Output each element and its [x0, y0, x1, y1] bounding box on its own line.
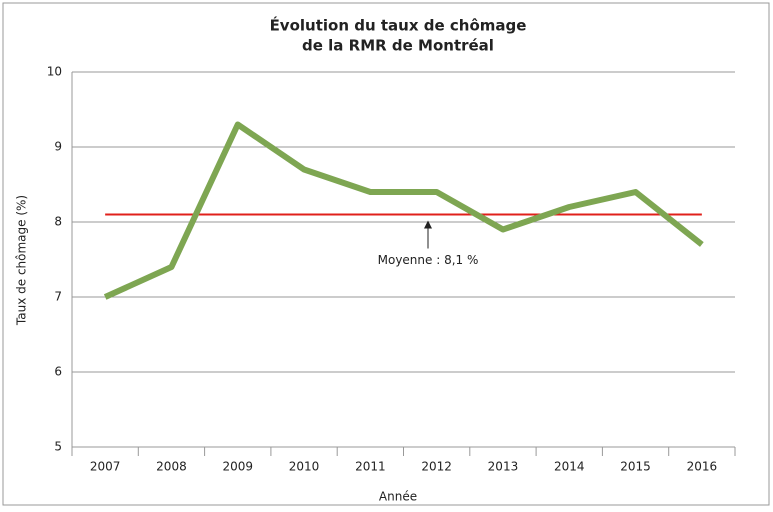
- x-tick-label: 2009: [222, 460, 253, 474]
- y-tick-label: 10: [47, 65, 62, 79]
- x-tick-label: 2007: [90, 460, 121, 474]
- x-tick-label: 2015: [620, 460, 651, 474]
- y-tick-label: 8: [54, 215, 62, 229]
- x-tick-label: 2016: [687, 460, 718, 474]
- x-axis-label: Année: [379, 490, 417, 504]
- frame: [2, 2, 770, 506]
- chart-title: Évolution du taux de chômage: [270, 16, 527, 35]
- chart-title: de la RMR de Montréal: [302, 37, 494, 55]
- y-tick-label: 6: [54, 365, 62, 379]
- x-tick-label: 2012: [421, 460, 452, 474]
- x-tick-label: 2010: [289, 460, 320, 474]
- annotation: Moyenne : 8,1 %: [378, 253, 479, 267]
- y-tick-label: 9: [54, 140, 62, 154]
- x-tick-label: 2013: [488, 460, 519, 474]
- data-line: [103, 121, 704, 300]
- y-tick-label: 5: [54, 440, 62, 454]
- y-axis-label: Taux de chômage (%): [15, 195, 29, 326]
- y-tick-label: 7: [54, 290, 62, 304]
- x-tick-label: 2008: [156, 460, 187, 474]
- x-tick-label: 2011: [355, 460, 386, 474]
- x-tick-label: 2014: [554, 460, 585, 474]
- annotation-arrowhead: [424, 220, 432, 229]
